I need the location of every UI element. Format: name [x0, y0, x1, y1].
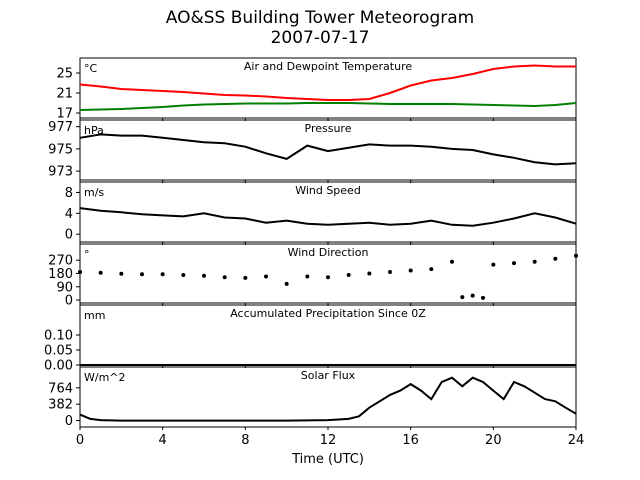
panel-4: 0.000.050.10 mm Accumulated Precipitation … [44, 304, 577, 374]
panel-title: Wind Direction [288, 246, 369, 259]
data-point [243, 275, 248, 280]
y-tick-label: 25 [56, 67, 73, 82]
panel-unit: W/m^2 [84, 371, 126, 384]
y-tick-label: 4 [65, 207, 73, 222]
y-tick-label: 0.05 [44, 344, 73, 359]
y-tick-label: 977 [48, 120, 73, 135]
data-point [140, 272, 144, 277]
y-tick-label: 0.00 [44, 359, 73, 374]
panel-unit: ° [84, 248, 90, 261]
data-point [119, 271, 124, 276]
data-point [491, 262, 496, 267]
data-point [460, 295, 465, 300]
data-point [181, 272, 186, 277]
data-point [264, 274, 268, 279]
x-tick-label: 24 [568, 433, 585, 448]
data-point [284, 281, 289, 286]
series-line [79, 102, 577, 111]
data-point [160, 272, 165, 277]
x-tick-label: 16 [402, 433, 419, 448]
series-line [79, 64, 576, 101]
y-tick-label: 8 [65, 186, 73, 201]
panel-title: Solar Flux [301, 369, 356, 382]
data-point [512, 261, 516, 266]
y-tick-label: 0 [65, 228, 73, 243]
data-point [388, 270, 392, 275]
y-tick-label: 21 [56, 87, 73, 102]
x-tick-label: 8 [241, 433, 249, 448]
data-point [481, 295, 485, 300]
data-point [532, 259, 537, 264]
x-axis-label: Time (UTC) [292, 452, 364, 467]
series-line [79, 376, 577, 422]
y-tick-label: 0 [65, 414, 73, 429]
panel-title: Wind Speed [295, 184, 361, 197]
panel-unit: °C [84, 62, 98, 75]
data-point [346, 272, 351, 277]
y-tick-label: 270 [48, 254, 73, 269]
y-tick-label: 0 [65, 294, 73, 309]
chart-date: 2007-07-17 [270, 28, 370, 48]
panel-title: Air and Dewpoint Temperature [244, 60, 412, 73]
panel-unit: m/s [84, 186, 104, 199]
data-point [574, 253, 578, 258]
data-point [450, 259, 454, 264]
y-tick-label: 0.10 [44, 329, 73, 344]
panel-unit: mm [84, 309, 105, 322]
data-point [326, 275, 330, 280]
x-tick-label: 20 [485, 433, 502, 448]
data-point [553, 256, 558, 261]
panel-title: Accumulated Precipitation Since 0Z [230, 307, 426, 320]
data-point [222, 275, 227, 280]
y-tick-label: 382 [48, 398, 73, 413]
data-point [408, 268, 413, 273]
y-tick-label: 973 [48, 165, 73, 180]
data-point [78, 270, 82, 275]
series-line [79, 207, 577, 227]
y-tick-label: 90 [56, 280, 73, 295]
y-tick-label: 764 [48, 381, 73, 396]
y-tick-label: 17 [56, 107, 73, 122]
panel-title: Pressure [305, 122, 352, 135]
data-point [98, 270, 103, 275]
y-tick-label: 180 [48, 267, 73, 282]
x-tick-label: 4 [159, 433, 167, 448]
panel-2: 0 4 8 m/s Wind Speed [65, 181, 577, 245]
panel-0: 17 21 25 °C Air and Dewpoint Temperature [56, 57, 577, 122]
series-line [79, 133, 577, 166]
data-point [429, 267, 434, 272]
x-tick-label: 12 [320, 433, 337, 448]
data-point [470, 293, 475, 298]
data-point [202, 273, 206, 278]
x-tick-label: 0 [76, 433, 84, 448]
data-point [367, 271, 372, 276]
chart-title: AO&SS Building Tower Meteorogram [165, 8, 475, 28]
y-tick-label: 975 [48, 142, 73, 157]
data-point [305, 274, 310, 279]
